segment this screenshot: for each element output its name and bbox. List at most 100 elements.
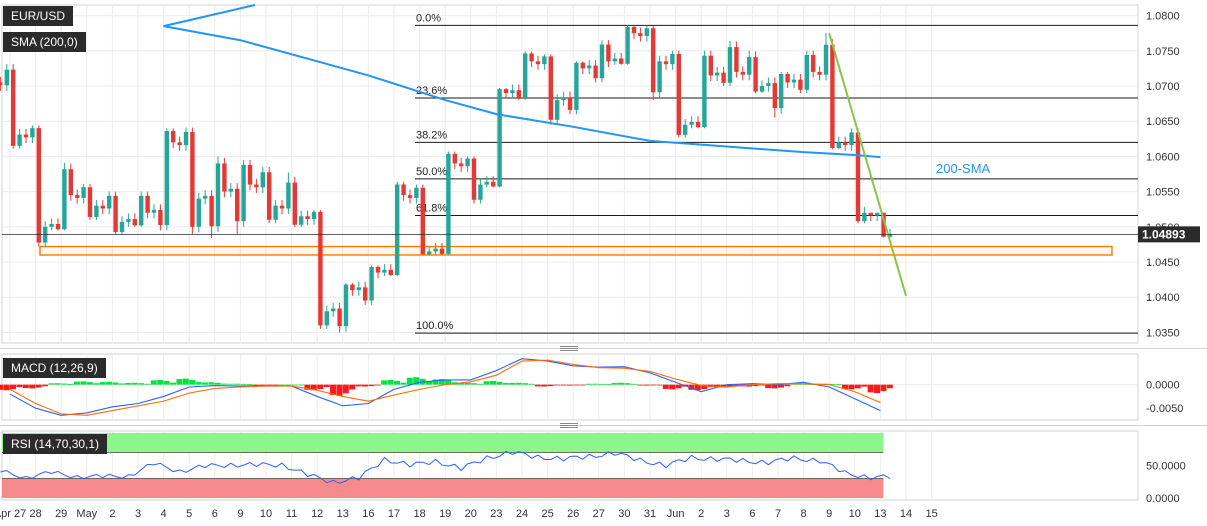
candle-body xyxy=(145,195,150,213)
resize-handle[interactable] xyxy=(560,346,578,351)
candle-body xyxy=(727,47,733,83)
candle-body xyxy=(567,97,573,110)
candle-body xyxy=(305,216,310,220)
macd-histogram-bar xyxy=(221,383,228,385)
macd-histogram-bar xyxy=(835,384,842,386)
macd-histogram-bar xyxy=(432,379,439,385)
candle-body xyxy=(260,172,265,188)
macd-histogram-bar xyxy=(118,383,125,385)
macd-histogram-bar xyxy=(144,383,151,385)
candle-body xyxy=(759,85,765,92)
macd-histogram-bar xyxy=(746,384,752,387)
macd-histogram-bar xyxy=(586,383,592,385)
candle-body xyxy=(491,181,496,187)
candle-body xyxy=(766,83,771,86)
macd-histogram-bar xyxy=(477,383,484,385)
signal-line xyxy=(9,359,881,416)
rsi-line xyxy=(0,450,891,484)
macd-histogram-bar xyxy=(227,383,234,385)
macd-histogram-bar xyxy=(554,384,560,386)
x-tick-label: 12 xyxy=(311,508,323,520)
macd-histogram-bar xyxy=(650,384,656,386)
candle-body xyxy=(580,62,585,69)
candle-body xyxy=(798,79,803,90)
candle-body xyxy=(267,172,272,220)
macd-histogram-bar xyxy=(867,384,874,393)
x-tick-label: 11 xyxy=(286,508,297,520)
candle-body xyxy=(823,44,829,75)
candle-body xyxy=(747,57,752,75)
macd-histogram-bar xyxy=(157,379,164,385)
trend-line xyxy=(828,32,907,297)
macd-histogram-bar xyxy=(861,384,868,387)
macd-histogram-bar xyxy=(778,384,784,388)
macd-histogram-bar xyxy=(246,384,253,386)
candle-body xyxy=(401,184,406,196)
candle-body xyxy=(587,65,592,69)
macd-histogram-bar xyxy=(726,384,733,387)
macd-histogram-bar xyxy=(182,378,189,385)
symbol-tag[interactable]: EUR/USD xyxy=(3,6,74,26)
candle-body xyxy=(638,33,643,36)
candle-body xyxy=(772,83,777,109)
candle-body xyxy=(375,266,381,273)
candle-body xyxy=(497,89,502,187)
indicator-tag[interactable]: SMA (200,0) xyxy=(3,32,86,52)
candle-body xyxy=(439,248,445,254)
candle-body xyxy=(529,53,534,62)
rsi-tag[interactable]: RSI (14,70,30,1) xyxy=(3,434,108,454)
candle-body xyxy=(676,53,681,135)
x-tick-label: 15 xyxy=(925,508,937,520)
macd-histogram-bar xyxy=(496,381,503,385)
candle-body xyxy=(75,195,80,198)
macd-histogram-bar xyxy=(291,384,298,386)
macd-histogram-bar xyxy=(189,379,196,385)
macd-histogram-bar xyxy=(758,384,765,386)
macd-histogram-bar xyxy=(323,384,330,388)
candle-body xyxy=(247,164,253,185)
x-tick-label: 23 xyxy=(490,508,502,520)
macd-histogram-bar xyxy=(854,384,861,389)
macd-histogram-bar xyxy=(784,384,791,387)
macd-histogram-bar xyxy=(381,380,388,385)
candle-body xyxy=(126,219,131,222)
candle-body xyxy=(139,195,144,226)
x-tick-label: 6 xyxy=(212,508,218,520)
candle-body xyxy=(836,142,841,148)
candle-body xyxy=(612,58,617,62)
candle-body xyxy=(68,169,73,196)
macd-histogram-bar xyxy=(656,384,663,386)
macd-histogram-bar xyxy=(509,382,516,385)
candle-body xyxy=(868,212,873,216)
macd-histogram-bar xyxy=(752,384,759,387)
candle-body xyxy=(196,198,201,227)
macd-histogram-bar xyxy=(355,384,362,387)
macd-tag[interactable]: MACD (12,26,9) xyxy=(3,358,106,378)
macd-histogram-bar xyxy=(106,381,112,385)
x-tick-label: 10 xyxy=(849,508,861,520)
candle-body xyxy=(36,128,41,243)
candle-body xyxy=(222,163,227,192)
x-tick-label: 16 xyxy=(362,508,374,520)
candle-body xyxy=(228,188,233,192)
candle-body xyxy=(215,163,221,227)
candle-body xyxy=(292,182,297,225)
candle-body xyxy=(209,195,214,227)
candle-body xyxy=(254,184,259,188)
candle-body xyxy=(593,65,598,79)
fib-label: 100.0% xyxy=(416,320,454,332)
macd-histogram-bar xyxy=(618,382,624,385)
macd-histogram-bar xyxy=(93,383,100,385)
resize-handle[interactable] xyxy=(560,423,578,428)
candle-body xyxy=(11,69,16,146)
x-tick-label: 13 xyxy=(337,508,349,520)
x-tick-label: 31 xyxy=(644,508,656,520)
candle-body xyxy=(363,287,368,301)
macd-histogram-bar xyxy=(349,384,356,390)
macd-histogram-bar xyxy=(125,382,132,385)
candle-body xyxy=(740,71,745,75)
price-badge-bg xyxy=(1138,226,1200,243)
price-tick-label: 1.0400 xyxy=(1146,292,1180,304)
candle-body xyxy=(164,131,169,226)
candle-body xyxy=(548,56,553,120)
